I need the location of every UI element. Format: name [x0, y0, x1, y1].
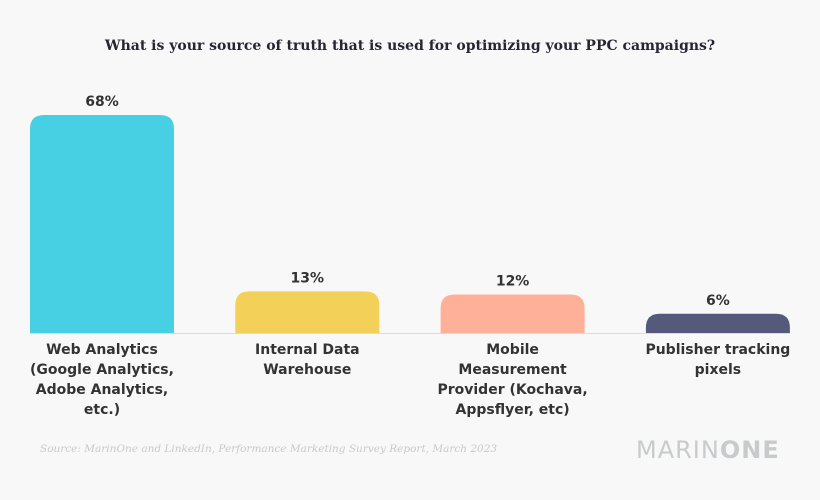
bar-1	[30, 115, 174, 333]
category-label-line: Warehouse	[263, 362, 352, 378]
category-label-line: Publisher tracking	[645, 342, 791, 358]
category-label-line: etc.)	[83, 402, 121, 418]
category-label-line: Provider (Kochava,	[437, 382, 588, 398]
category-label-line: pixels	[694, 362, 742, 378]
logo-light-text: MARIN	[636, 436, 720, 464]
value-label: 13%	[291, 270, 325, 286]
bar-2	[235, 291, 380, 333]
category-label: Web Analytics (Google Analytics, Adobe Ana…	[12, 340, 192, 420]
category-label-line: Web Analytics	[46, 342, 158, 358]
category-label: Mobile Measurement Provider (Kochava, Appsf…	[423, 340, 603, 420]
category-label: Publisher tracking pixels	[628, 340, 808, 380]
bar-4	[645, 313, 790, 333]
category-label-line: Mobile	[486, 342, 539, 358]
value-label: 6%	[706, 293, 730, 309]
bar-3	[440, 294, 585, 333]
category-label-line: Appsflyer, etc)	[455, 402, 570, 418]
value-label: 68%	[85, 94, 119, 110]
category-label-line: Measurement	[458, 362, 567, 378]
marinone-logo: MARINONE	[636, 436, 780, 464]
category-label-line: Adobe Analytics,	[35, 382, 169, 398]
category-label: Internal Data Warehouse	[217, 340, 397, 380]
chart-title: What is your source of truth that is use…	[104, 38, 716, 54]
category-label-line: Internal Data	[255, 342, 360, 358]
value-label: 12%	[496, 274, 530, 290]
logo-bold-text: ONE	[719, 436, 780, 464]
category-label-line: (Google Analytics,	[30, 362, 174, 378]
source-note: Source: MarinOne and LinkedIn, Performan…	[40, 443, 498, 455]
